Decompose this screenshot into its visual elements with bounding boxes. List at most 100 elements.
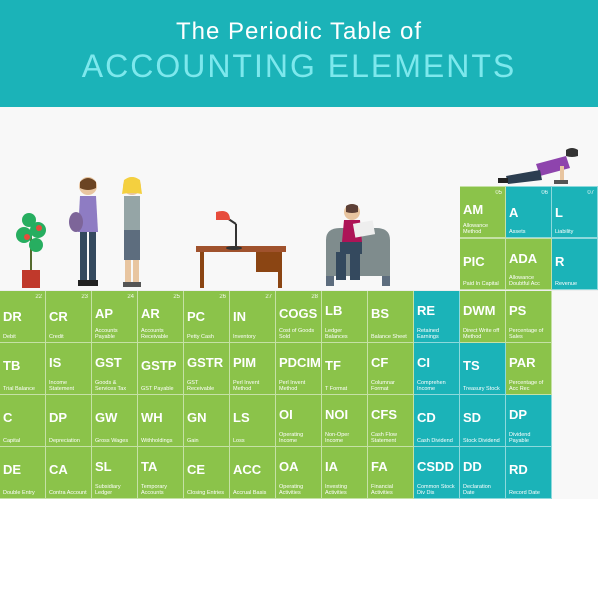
element-symbol: RE [417,304,456,317]
element-number: 22 [3,294,42,300]
element-symbol: DWM [463,304,502,317]
element-cell: RRevenue [552,238,598,290]
element-cell: GSTPGST Payable [138,343,184,395]
element-cell: CIComprehen Income [414,343,460,395]
element-symbol: CE [187,463,226,476]
element-label: Allowance Method [463,223,502,235]
element-label: Common Stock Div Dis [417,484,456,496]
person-lying-icon [486,136,596,186]
element-label: Direct Write off Method [463,328,502,340]
table-row: TBTrial BalanceISIncome StatementGSTGood… [0,343,598,395]
element-symbol: CD [417,411,456,424]
element-symbol: L [555,206,594,219]
element-symbol: IA [325,460,364,473]
element-symbol: TF [325,359,364,372]
periodic-table: 22DRDebit23CRCredit24APAccounts Payable 2… [0,291,598,499]
element-symbol: AP [95,307,134,320]
element-cell: PIC Paid In Capital [460,238,506,290]
element-symbol: PIM [233,356,272,369]
element-cell: 06AAssets [506,186,552,238]
person-standing-icon [66,172,110,290]
element-label: Allowance Doubtful Acc [509,275,548,287]
element-symbol: TB [3,359,42,372]
element-label: Depreciation [49,438,88,444]
element-cell: OAOperating Activities [276,447,322,499]
element-label: Perl Invent Method [233,380,272,392]
element-number: 07 [555,190,594,196]
element-symbol: GN [187,411,226,424]
element-cell: 24APAccounts Payable [92,291,138,343]
element-label: Accrual Basis [233,490,272,496]
element-label: Comprehen Income [417,380,456,392]
title-top: The Periodic Table of [0,18,598,46]
element-label: Paid In Capital [463,281,502,287]
element-label: Debit [3,334,42,340]
element-symbol: ACC [233,463,272,476]
element-cell: GSTRGST Receivable [184,343,230,395]
desk-icon [186,210,296,290]
element-label: Closing Entries [187,490,226,496]
element-label: Percentage of Acc Rec [509,380,548,392]
person-sitting-icon [306,190,406,290]
element-symbol: LS [233,411,272,424]
element-cell: SLSubsidiary Ledger [92,447,138,499]
element-symbol: PS [509,304,548,317]
element-label: GST Receivable [187,380,226,392]
element-number: 23 [49,294,88,300]
element-symbol: AR [141,307,180,320]
element-symbol: PIC [463,255,502,268]
element-label: Retained Earnings [417,328,456,340]
element-label: Declaration Date [463,484,502,496]
element-cell: GSTGoods & Services Tax [92,343,138,395]
element-label: Stock Dividend [463,438,502,444]
element-number: 26 [187,294,226,300]
element-label: Loss [233,438,272,444]
element-symbol: CF [371,356,410,369]
element-label: Revenue [555,281,594,287]
element-label: Percentage of Sales [509,328,548,340]
element-cell: FAFinancial Activities [368,447,414,499]
element-cell: PS Percentage of Sales [506,291,552,343]
element-symbol: SD [463,411,502,424]
element-symbol: C [3,411,42,424]
element-symbol: WH [141,411,180,424]
element-cell: DPDepreciation [46,395,92,447]
element-symbol: GSTP [141,359,180,372]
element-cell: 05AMAllowance Method [460,186,506,238]
element-cell: 27INInventory [230,291,276,343]
element-label: Temporary Accounts [141,484,180,496]
element-label: Record Date [509,490,548,496]
element-label: Operating Income [279,432,318,444]
element-label: Trial Balance [3,386,42,392]
element-symbol: A [509,206,548,219]
element-cell: DPDividend Payable [506,395,552,447]
element-cell: RDRecord Date [506,447,552,499]
element-symbol: LB [325,304,364,317]
element-label: Balance Sheet [371,334,410,340]
header: The Periodic Table of ACCOUNTING ELEMENT… [0,0,598,107]
element-label: Goods & Services Tax [95,380,134,392]
element-cell: PDCIMPerl Invent Method [276,343,322,395]
element-label: T Format [325,386,364,392]
element-cell: WHWithholdings [138,395,184,447]
element-cell: TB Trial Balance [0,343,46,395]
element-label: Cash Flow Statement [371,432,410,444]
element-cell: 22DRDebit [0,291,46,343]
element-symbol: GW [95,411,134,424]
element-cell: IAInvesting Activities [322,447,368,499]
element-cell: DWM Direct Write off Method [460,291,506,343]
element-label: Income Statement [49,380,88,392]
element-symbol: COGS [279,307,318,320]
element-cell: GWGross Wages [92,395,138,447]
element-cell: 23CRCredit [46,291,92,343]
element-symbol: PAR [509,356,548,369]
element-label: Liability [555,229,594,235]
element-symbol: BS [371,307,410,320]
element-label: Gain [187,438,226,444]
element-symbol: PC [187,310,226,323]
element-symbol: IN [233,310,272,323]
element-cell: CFColumnar Format [368,343,414,395]
element-cell: ADAAllowance Doubtful Acc [506,238,552,290]
element-cell: PIM Perl Invent Method [230,343,276,395]
element-label: Subsidiary Ledger [95,484,134,496]
